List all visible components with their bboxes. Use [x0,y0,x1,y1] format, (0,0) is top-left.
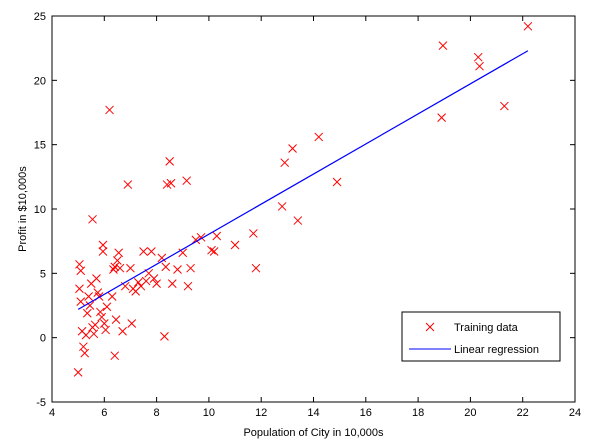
data-point [75,284,84,294]
data-point [96,307,105,317]
data-point [173,265,182,274]
data-point [76,297,86,306]
data-point [149,274,159,283]
x-axis-ticks: 4 6 8 10 12 14 16 18 20 22 24 [49,16,581,419]
legend-label-training: Training data [454,322,519,334]
regression-line [77,50,529,310]
data-point [127,319,137,328]
y-tick-label: 25 [34,11,46,23]
data-point [133,277,143,287]
legend-label-regression: Linear regression [454,344,539,356]
data-point [84,292,93,301]
data-point [209,247,219,256]
legend-marker-training [425,322,435,332]
x-tick-label: 14 [307,407,319,419]
y-axis-label: Profit in $10,000s [17,166,29,252]
x-tick-label: 22 [517,407,529,419]
x-tick-label: 6 [101,407,107,419]
data-point [437,113,446,123]
y-tick-label: 0 [40,333,46,345]
data-point [212,231,222,241]
data-point [73,368,83,377]
data-point [76,266,86,276]
data-point [113,256,122,265]
data-point [277,202,287,211]
data-point [186,263,195,273]
data-point [473,52,483,62]
x-tick-label: 18 [412,407,424,419]
data-point [293,216,303,225]
y-tick-label: 20 [34,75,46,87]
x-tick-label: 8 [154,407,160,419]
data-point [92,274,101,283]
data-point [207,245,216,255]
series-layer [73,21,533,377]
data-point [288,144,297,153]
y-tick-label: -5 [36,397,46,409]
data-point [475,61,484,71]
data-point [110,262,120,272]
data-point [80,348,90,358]
y-tick-label: 5 [40,268,46,280]
data-point [123,180,133,189]
x-tick-label: 20 [464,407,476,419]
data-point [101,325,110,335]
y-axis-ticks: -5 0 5 10 15 20 25 [34,11,575,409]
data-point [249,229,258,238]
data-point [107,292,117,301]
data-point [141,276,151,286]
data-point [500,101,509,111]
legend: Training data Linear regression [401,311,561,362]
data-point [85,301,95,310]
data-point [161,262,171,272]
data-point [126,263,135,273]
x-axis-label: Population of City in 10,000s [243,427,384,439]
data-point [166,178,176,188]
data-point [251,263,261,273]
data-point [182,176,192,186]
data-point [102,302,112,312]
x-tick-label: 4 [49,407,55,419]
x-tick-label: 12 [255,407,267,419]
y-tick-label: 10 [34,204,46,216]
data-point [115,263,125,273]
data-point [98,247,108,256]
x-tick-label: 10 [203,407,215,419]
data-point [157,253,167,263]
x-tick-label: 16 [360,407,372,419]
data-point [160,332,169,341]
data-point [314,132,324,142]
data-point [280,158,290,168]
data-point [152,279,161,288]
data-point [88,214,97,224]
data-point [438,41,448,50]
data-point [139,247,148,256]
data-point [165,157,175,166]
legend-box [401,311,561,362]
data-point [81,330,91,340]
data-point [523,21,533,31]
data-point [89,329,99,339]
data-point [97,312,107,322]
data-point [110,351,120,361]
data-point [111,315,121,325]
data-point [183,281,193,291]
data-point [332,177,342,187]
data-point [230,240,240,250]
data-point [118,326,127,336]
data-point [90,320,100,330]
data-point [147,247,156,256]
data-point [98,240,108,250]
x-tick-label: 24 [569,407,581,419]
data-point [167,279,177,288]
data-point [105,105,114,115]
y-tick-label: 15 [34,140,46,152]
data-point [114,248,124,258]
data-point [82,308,92,318]
